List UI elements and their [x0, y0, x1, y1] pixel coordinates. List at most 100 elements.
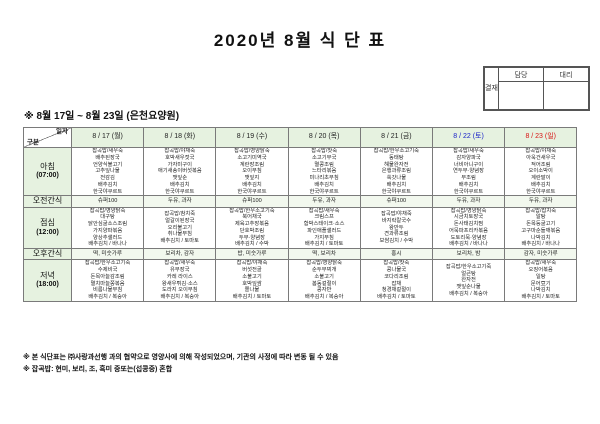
- dish-item: 순두부찌개: [311, 267, 337, 274]
- dish-item: 호박새우젓국: [165, 154, 195, 161]
- header-corner-cell: 일자 구분: [23, 127, 72, 148]
- header-day-4: 8 / 21 (금): [359, 127, 433, 148]
- dish-item: 잡채: [391, 280, 402, 287]
- header-day-0: 8 / 17 (월): [70, 127, 145, 148]
- dish-item: 소불고기: [242, 273, 262, 280]
- dish-item: 배추김치 / 토마토: [304, 241, 344, 248]
- cell-r4-c0: 잡곡밥/한우소고기죽 수제비국 돈목아늘감조림 멸치마늘쫑볶음 비름나물무침 배추김치 /…: [70, 259, 145, 303]
- dish-item: 보리차, 감자: [165, 250, 195, 257]
- dish-item: 잡곡밥/한우소고기죽: [445, 263, 492, 270]
- dish-item: 배추김치 / 바나나: [449, 241, 488, 248]
- cell-r0-c3: 잡곡밥/잣죽 소고기무국 멸콩조림 느타리볶음 미나리초무침 배추김치 한국야쿠르트: [287, 146, 361, 197]
- dish-item: 양상추샐러드: [92, 234, 123, 241]
- cell-r1-c0: 슈퍼100: [70, 195, 145, 208]
- dish-item: 수제비국: [97, 267, 118, 274]
- dish-item: 배추김치: [170, 181, 190, 188]
- cell-r1-c3: 두유, 과자: [287, 195, 361, 208]
- cell-r4-c5: 잡곡밥/한우소고기죽 얼큰탕 완자전 깻잎순나물 배추김치 / 복숭아: [431, 259, 506, 303]
- dish-item: 왕새우튀김·소스: [161, 280, 198, 287]
- dish-item: 애기새송이버섯볶음: [157, 168, 202, 175]
- dish-item: 떡, 보리차: [312, 250, 336, 257]
- cell-r3-c5: 보리차, 밤: [431, 248, 506, 261]
- dish-item: 한국야쿠르트: [165, 188, 195, 195]
- table-header-row: 일자 구분 8 / 17 (월) 8 / 18 (화) 8 / 19 (수) 8…: [23, 127, 578, 148]
- approval-col-manager: 담당: [498, 67, 544, 82]
- footer-note-1: ※ 잡곡밥: 현미, 보리, 조, 흑미 중또는(섭콩중) 혼합: [23, 366, 173, 374]
- dish-item: 배추김치: [386, 181, 407, 188]
- dish-item: 은행과류조림: [381, 168, 411, 175]
- approval-box: 결재 담당 대리: [483, 66, 590, 111]
- date-range: ※ 8월 17일 ~ 8월 23일 (은천요양원): [24, 111, 180, 122]
- dish-item: 돈목아늘감조림: [90, 273, 125, 280]
- cell-r1-c1: 두유, 과자: [143, 195, 217, 208]
- dish-item: 크림스프: [314, 214, 334, 221]
- header-corner-top-label: 일자: [56, 128, 68, 136]
- dish-item: 잡곡밥/한우소고기죽: [373, 148, 420, 154]
- cell-r3-c3: 떡, 보리차: [287, 248, 361, 261]
- dish-item: 배추김치 / 복숭아: [304, 294, 344, 301]
- dish-item: 배추김치 / 수박: [235, 241, 269, 248]
- dish-item: 소고기무국: [311, 154, 337, 161]
- cell-r3-c2: 밥, 미숫가루: [215, 248, 289, 261]
- dish-item: 카레 라이스: [166, 273, 193, 280]
- dish-item: 잡곡밥/새우죽: [525, 260, 557, 267]
- dish-item: 두유, 과자: [167, 197, 192, 204]
- header-day-1: 8 / 18 (화): [143, 127, 217, 148]
- dish-item: 떡, 미숫가루: [93, 250, 123, 257]
- cell-r1-c4: 슈퍼100: [359, 195, 433, 208]
- dish-item: 배추김치: [314, 181, 334, 188]
- dish-item: 해물완자전: [384, 161, 409, 168]
- dish-item: 도토리묵·양념장: [450, 234, 487, 241]
- dish-item: 계란장조림: [239, 161, 265, 168]
- dish-item: 잡곡밥/야채죽: [525, 148, 557, 154]
- dish-item: 오징어볶음: [528, 267, 553, 274]
- dish-item: 문어豆기: [530, 280, 551, 287]
- dish-item: 파인애플샐러드: [307, 227, 342, 234]
- dish-item: 소고기미역국: [237, 154, 267, 161]
- row-time-0: (07:00): [36, 172, 59, 180]
- dish-item: 느타리볶음: [311, 168, 337, 175]
- row-label-2: 점심 (12:00): [23, 206, 72, 250]
- dish-item: 얼큰탕: [461, 270, 476, 277]
- cell-r3-c4: 홍시: [359, 248, 433, 261]
- cell-r2-c0: 잡곡밥/영양닭죽 대구탕 닭안심굴소스조림 가지양파볶음 양상추샐러드 배추김치 / 바나…: [70, 206, 145, 250]
- dish-item: 오이무침: [242, 168, 262, 175]
- dish-item: 왕만두: [389, 224, 404, 231]
- dish-item: 한국야쿠르트: [381, 188, 411, 195]
- menu-table: 일자 구분 8 / 17 (월) 8 / 18 (화) 8 / 19 (수) 8…: [23, 127, 578, 303]
- dish-item: 계란말이: [530, 175, 551, 182]
- header-corner-bottom-label: 구분: [27, 138, 39, 146]
- dish-item: 두유, 과자: [528, 197, 553, 204]
- dish-item: 두유, 과자: [312, 197, 336, 204]
- dish-item: 가지무침: [314, 234, 334, 241]
- dish-item: 무조림: [461, 175, 476, 182]
- row-label-3: 오후간식: [23, 248, 72, 261]
- dish-item: 잡곡밥/야채죽: [236, 260, 268, 267]
- cell-r0-c0: 잡곡밥/새우죽 배추된장국 언양식불고기 고추잎나물 전감김 배추김치 한국야쿠르트: [70, 146, 145, 197]
- dish-item: 고추잎나물: [95, 168, 120, 175]
- dish-item: 배추김치: [530, 181, 551, 188]
- dish-item: 오리불고기: [167, 224, 192, 231]
- dish-item: 완자전: [461, 277, 476, 284]
- dish-item: 가자미구이: [167, 161, 192, 168]
- dish-item: 너비아니구이: [453, 161, 484, 168]
- dish-item: 콩자반: [316, 287, 332, 294]
- dish-item: 잡곡밥/영양닭죽: [89, 207, 126, 214]
- dish-item: 돈목등굴고기: [526, 221, 556, 228]
- approval-sign-deputy[interactable]: [543, 81, 589, 110]
- dish-item: 멸콩조림: [314, 161, 334, 168]
- cell-r4-c3: 잡곡밥/영양닭죽 순두부찌개 소불고기 봄동겉절이 콩자반 배추김치 / 복숭아: [287, 259, 361, 303]
- cell-r1-c2: 슈퍼100: [215, 195, 289, 208]
- dish-item: 돈사태김치찜: [453, 221, 484, 228]
- dish-item: 대구탕: [100, 214, 115, 221]
- approval-sign-manager[interactable]: [498, 81, 544, 110]
- dish-item: 깻잎순: [172, 175, 188, 182]
- dish-item: 단호박조림: [239, 227, 265, 234]
- dish-item: 견과류조림: [384, 231, 409, 238]
- dish-item: 호박잎쌈: [242, 280, 262, 287]
- dish-item: 쫄나물: [244, 287, 260, 294]
- dish-item: 쑥갓나물: [386, 175, 407, 182]
- dish-item: 잡곡밥/한우소고기죽: [84, 260, 131, 267]
- row-time-4: (18:00): [36, 281, 59, 289]
